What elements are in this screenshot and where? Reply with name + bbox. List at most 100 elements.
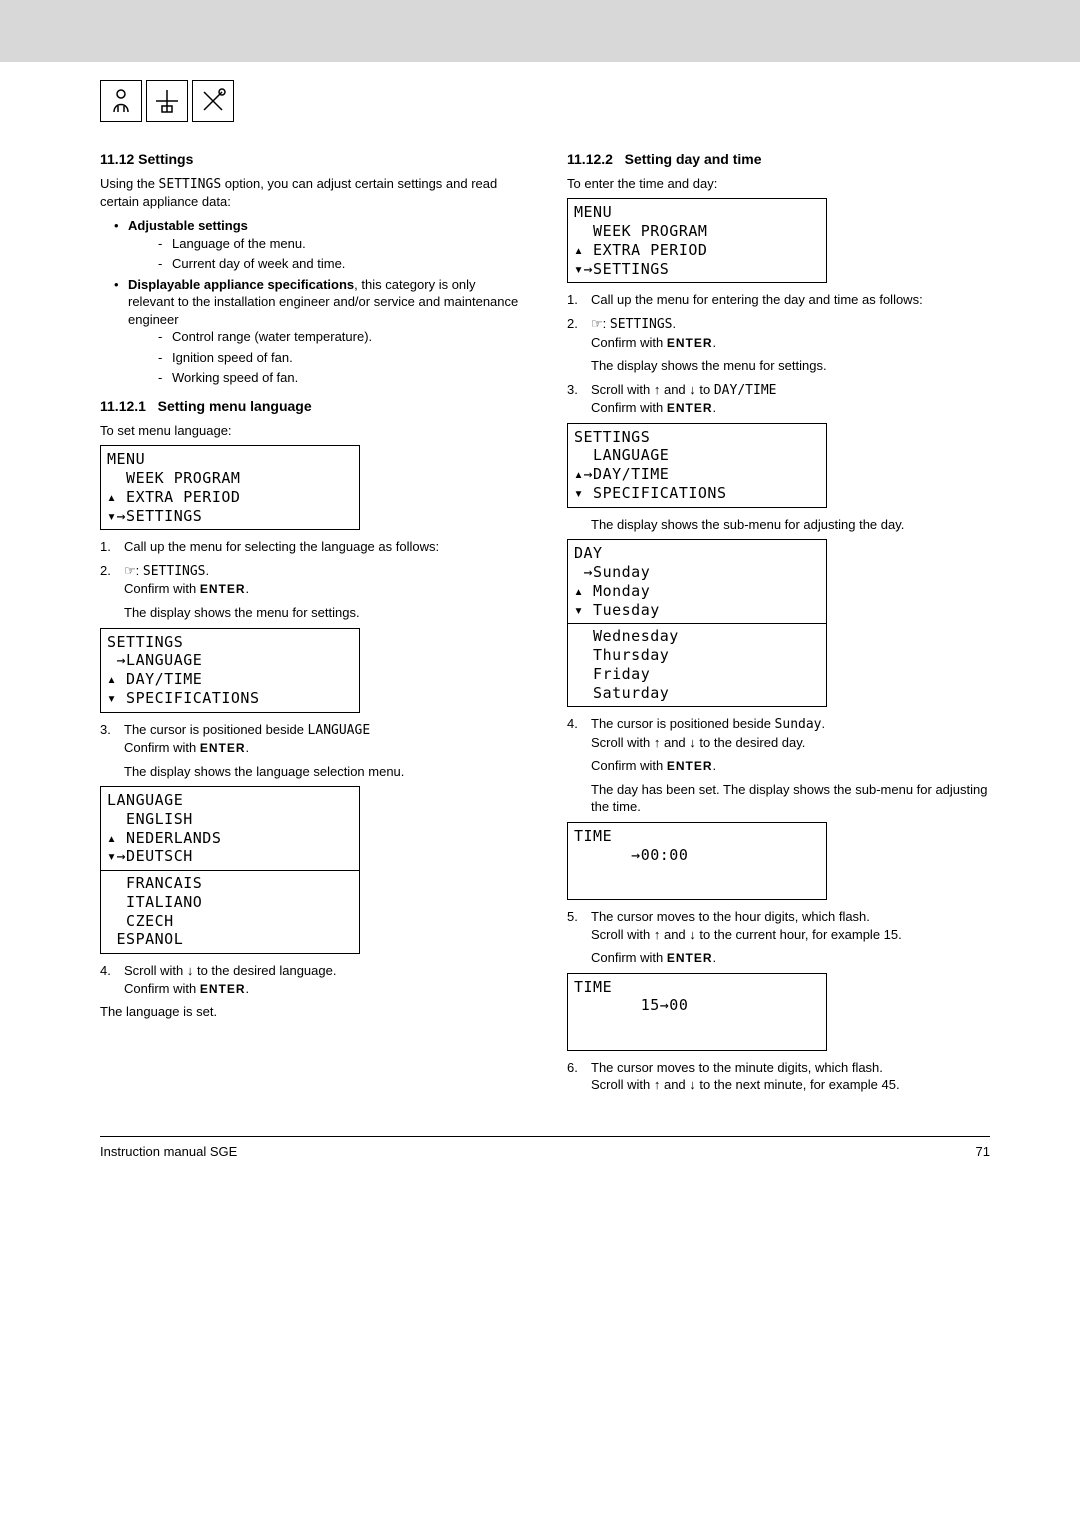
enter-label: ENTER [667,336,713,350]
text: Confirm with [591,400,667,415]
footer-page-number: 71 [976,1143,990,1161]
section-title: Settings [138,151,193,167]
subsection-heading: 11.12.1 Setting menu language [100,397,523,416]
confirm-line: Confirm with ENTER. [591,334,990,352]
step-item: Scroll with ↓ to the desired language. C… [100,962,523,997]
subsection-number: 11.12.1 [100,398,146,414]
lcd-display-extra: Wednesday Thursday Friday Saturday [567,623,827,707]
text: . [713,950,717,965]
text: The cursor is positioned beside [591,716,775,731]
page-header-bar [0,0,1080,62]
text: Scroll with [591,735,654,750]
text: to [696,382,714,397]
text: to the next minute, for example 45. [696,1077,900,1092]
intro-text: Using the SETTINGS option, you can adjus… [100,175,523,211]
enter-label: ENTER [667,401,713,415]
subsection-title: Setting menu language [158,398,312,414]
adjust-icon [146,80,188,122]
text: The display shows the language selection… [124,763,523,781]
text: The display shows the menu for settings. [591,357,990,375]
lcd-display: TIME 15→00 [567,973,827,1051]
step-item: ☞: SETTINGS. Confirm with ENTER. The dis… [567,315,990,375]
text: Scroll with [591,1077,654,1092]
confirm-line: Confirm with ENTER. [124,580,523,598]
bullet-item: Adjustable settings Language of the menu… [114,217,523,273]
text: . [206,563,210,578]
lcd-display: LANGUAGE ENGLISH ▴ NEDERLANDS ▾→DEUTSCH [100,786,360,871]
text: . [246,740,250,755]
text: . [822,716,826,731]
text: Scroll with ↑ and ↓ to the desired day. [591,734,990,752]
lcd-display: MENU WEEK PROGRAM ▴ EXTRA PERIOD ▾→SETTI… [567,198,827,283]
dash-item: Control range (water temperature). [158,328,523,346]
text: The day has been set. The display shows … [591,781,990,816]
enter-label: ENTER [200,741,246,755]
text: . [713,758,717,773]
step-item: Call up the menu for selecting the langu… [100,538,523,556]
icon-row [100,80,990,122]
page-footer: Instruction manual SGE 71 [100,1136,990,1161]
mono-text: Sunday [775,717,822,732]
text: The cursor is positioned beside [124,722,308,737]
step-item: The cursor moves to the minute digits, w… [567,1059,990,1094]
step-item: ☞: SETTINGS. Confirm with ENTER. The dis… [100,562,523,622]
text: Confirm with [591,950,667,965]
lcd-display: TIME →00:00 [567,822,827,900]
text: The language is set. [100,1003,523,1021]
section-heading: 11.12 Settings [100,150,523,169]
text: The display shows the menu for settings. [124,604,523,622]
tool-icon [192,80,234,122]
text: The cursor moves to the minute digits, w… [591,1060,883,1075]
text: Using the [100,176,159,191]
text: The cursor moves to the hour digits, whi… [591,909,870,924]
subsection-number: 11.12.2 [567,151,613,167]
text: and [660,735,689,750]
text: . [246,981,250,996]
lcd-display: SETTINGS →LANGUAGE ▴ DAY/TIME ▾ SPECIFIC… [100,628,360,713]
lcd-display: DAY →Sunday ▴ Monday ▾ Tuesday [567,539,827,624]
left-column: 11.12 Settings Using the SETTINGS option… [100,150,523,1100]
enter-label: ENTER [667,759,713,773]
text: Scroll with ↑ and ↓ to the next minute, … [591,1076,990,1094]
step-item: Call up the menu for entering the day an… [567,291,990,309]
page-content: 11.12 Settings Using the SETTINGS option… [0,62,1080,1100]
text: Scroll with [124,963,187,978]
enter-label: ENTER [200,982,246,996]
text: . [673,316,677,331]
confirm-line: Confirm with ENTER. [591,949,990,967]
lcd-display: MENU WEEK PROGRAM ▴ EXTRA PERIOD ▾→SETTI… [100,445,360,530]
text: ☞: [124,563,143,578]
text: Scroll with ↑ and ↓ to the current hour,… [591,926,990,944]
step-item: Scroll with ↑ and ↓ to DAY/TIME Confirm … [567,381,990,417]
text: . [246,581,250,596]
dash-item: Current day of week and time. [158,255,523,273]
enter-label: ENTER [667,951,713,965]
text: to the desired day. [696,735,806,750]
text: . [713,400,717,415]
mono-text: LANGUAGE [308,723,371,738]
bold-text: Adjustable settings [128,218,248,233]
text: . [713,335,717,350]
text: Confirm with [124,740,200,755]
text: The display shows the sub-menu for adjus… [567,516,990,534]
text: and [660,1077,689,1092]
dash-item: Language of the menu. [158,235,523,253]
dash-item: Ignition speed of fan. [158,349,523,367]
text: to the current hour, for example 15. [696,927,902,942]
step-item: The cursor moves to the hour digits, whi… [567,908,990,967]
footer-left: Instruction manual SGE [100,1143,237,1161]
text: Confirm with [591,758,667,773]
step-item: The cursor is positioned beside Sunday. … [567,715,990,816]
lead-text: To enter the time and day: [567,175,990,193]
confirm-line: Confirm with ENTER. [124,739,523,757]
confirm-line: Confirm with ENTER. [591,399,990,417]
mono-text: SETTINGS [143,564,206,579]
text: to the desired language. [193,963,336,978]
text: and [660,927,689,942]
mono-text: SETTINGS [159,177,222,192]
text: Scroll with [591,927,654,942]
text: and [660,382,689,397]
mono-text: DAY/TIME [714,383,777,398]
text: ☞: [591,316,610,331]
subsection-title: Setting day and time [625,151,762,167]
